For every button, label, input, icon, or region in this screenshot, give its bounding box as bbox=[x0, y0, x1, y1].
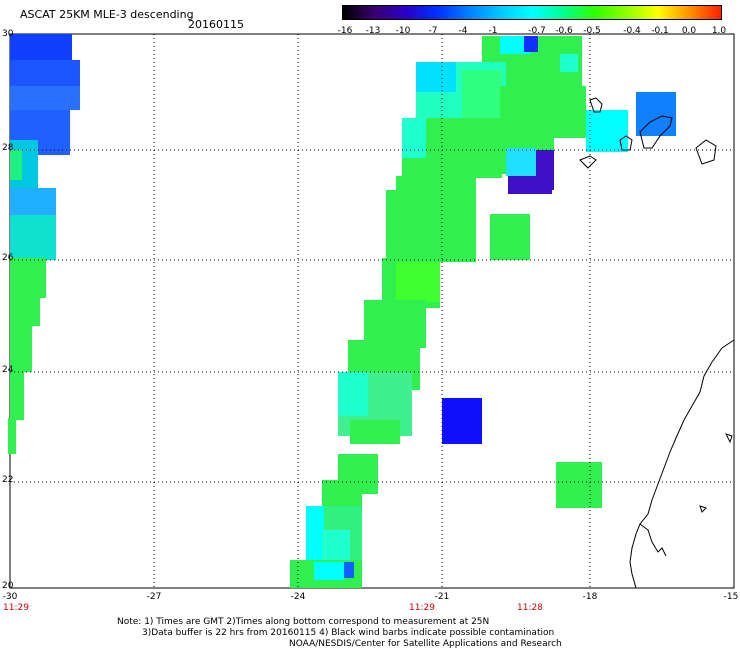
lat-label: 30 bbox=[2, 29, 14, 39]
data-cell bbox=[10, 215, 56, 260]
data-cell bbox=[338, 372, 368, 416]
coast-detail bbox=[639, 523, 667, 557]
lat-label: 22 bbox=[2, 475, 14, 485]
colorbar-label: -0.7 bbox=[528, 26, 546, 36]
colorbar-label: -0.5 bbox=[583, 26, 601, 36]
colorbar-label: -0.4 bbox=[623, 26, 641, 36]
colorbar-label: -0.1 bbox=[651, 26, 669, 36]
time-label: 11:29 bbox=[3, 603, 29, 613]
data-cell bbox=[462, 70, 502, 120]
lat-label: 20 bbox=[2, 581, 14, 591]
colorbar-gradient bbox=[343, 6, 721, 19]
time-label: 11:29 bbox=[409, 603, 435, 613]
data-cell bbox=[586, 110, 628, 152]
lon-label: -24 bbox=[290, 592, 306, 602]
data-cell bbox=[10, 296, 40, 326]
colorbar-label: 1.0 bbox=[711, 26, 727, 36]
data-cell bbox=[10, 188, 56, 218]
colorbar-label: -1 bbox=[488, 26, 498, 36]
lon-label: -21 bbox=[434, 592, 450, 602]
time-label: 11:28 bbox=[517, 603, 543, 613]
coastline bbox=[579, 97, 735, 589]
lat-label: 28 bbox=[2, 143, 14, 153]
data-cell bbox=[8, 418, 16, 454]
lat-label: 26 bbox=[2, 253, 14, 263]
colorbar-label: -13 bbox=[365, 26, 381, 36]
data-cell bbox=[306, 506, 324, 560]
wind-data-swaths bbox=[8, 34, 676, 588]
lon-label: -27 bbox=[146, 592, 162, 602]
coast-mark bbox=[725, 433, 733, 444]
map-date: 20160115 bbox=[188, 18, 244, 31]
data-cell bbox=[402, 118, 426, 158]
data-cell bbox=[508, 176, 552, 194]
africa-coast bbox=[629, 339, 735, 589]
lon-label: -30 bbox=[2, 592, 18, 602]
colorbar-label: -4 bbox=[458, 26, 468, 36]
island-la-palma bbox=[589, 97, 603, 113]
footer-note: 3)Data buffer is 22 hrs from 20160115 4)… bbox=[142, 628, 555, 638]
island-el-hierro bbox=[579, 155, 597, 169]
data-cell bbox=[416, 62, 456, 92]
data-cell bbox=[10, 324, 32, 372]
data-cell bbox=[10, 86, 80, 110]
footer-note: Note: 1) Times are GMT 2)Times along bot… bbox=[117, 617, 490, 627]
data-cell bbox=[524, 36, 538, 52]
grid bbox=[10, 34, 734, 588]
lon-label: -15 bbox=[723, 592, 739, 602]
data-cell bbox=[10, 34, 72, 64]
map-title: ASCAT 25KM MLE-3 descending bbox=[20, 8, 194, 21]
data-cell bbox=[506, 148, 536, 176]
data-cell bbox=[10, 258, 46, 298]
island-la-gomera bbox=[619, 135, 633, 151]
data-cell bbox=[490, 214, 530, 260]
island-tenerife bbox=[639, 115, 673, 149]
colorbar-label: -10 bbox=[395, 26, 411, 36]
data-cell bbox=[314, 562, 344, 580]
colorbar-label: 0.0 bbox=[681, 26, 697, 36]
data-cell bbox=[556, 462, 602, 508]
lat-label: 24 bbox=[2, 365, 14, 375]
data-cell bbox=[442, 398, 482, 444]
colorbar bbox=[342, 5, 722, 20]
footer-credit: NOAA/NESDIS/Center for Satellite Applica… bbox=[289, 639, 562, 649]
data-cell bbox=[322, 480, 362, 510]
data-cell bbox=[386, 190, 476, 262]
data-cell bbox=[344, 562, 354, 578]
data-cell bbox=[560, 54, 578, 72]
coast-mark bbox=[699, 505, 707, 513]
data-cell bbox=[500, 86, 586, 138]
colorbar-label: -16 bbox=[337, 26, 353, 36]
data-cell bbox=[350, 420, 400, 444]
colorbar-fill bbox=[343, 6, 721, 19]
colorbar-label: -7 bbox=[428, 26, 438, 36]
colorbar-label: -0.6 bbox=[555, 26, 573, 36]
data-cell bbox=[396, 262, 440, 302]
data-cell bbox=[500, 36, 530, 54]
island-gran-canaria bbox=[695, 139, 717, 165]
lon-label: -18 bbox=[582, 592, 598, 602]
data-cell bbox=[10, 370, 24, 420]
data-cell bbox=[10, 150, 22, 180]
